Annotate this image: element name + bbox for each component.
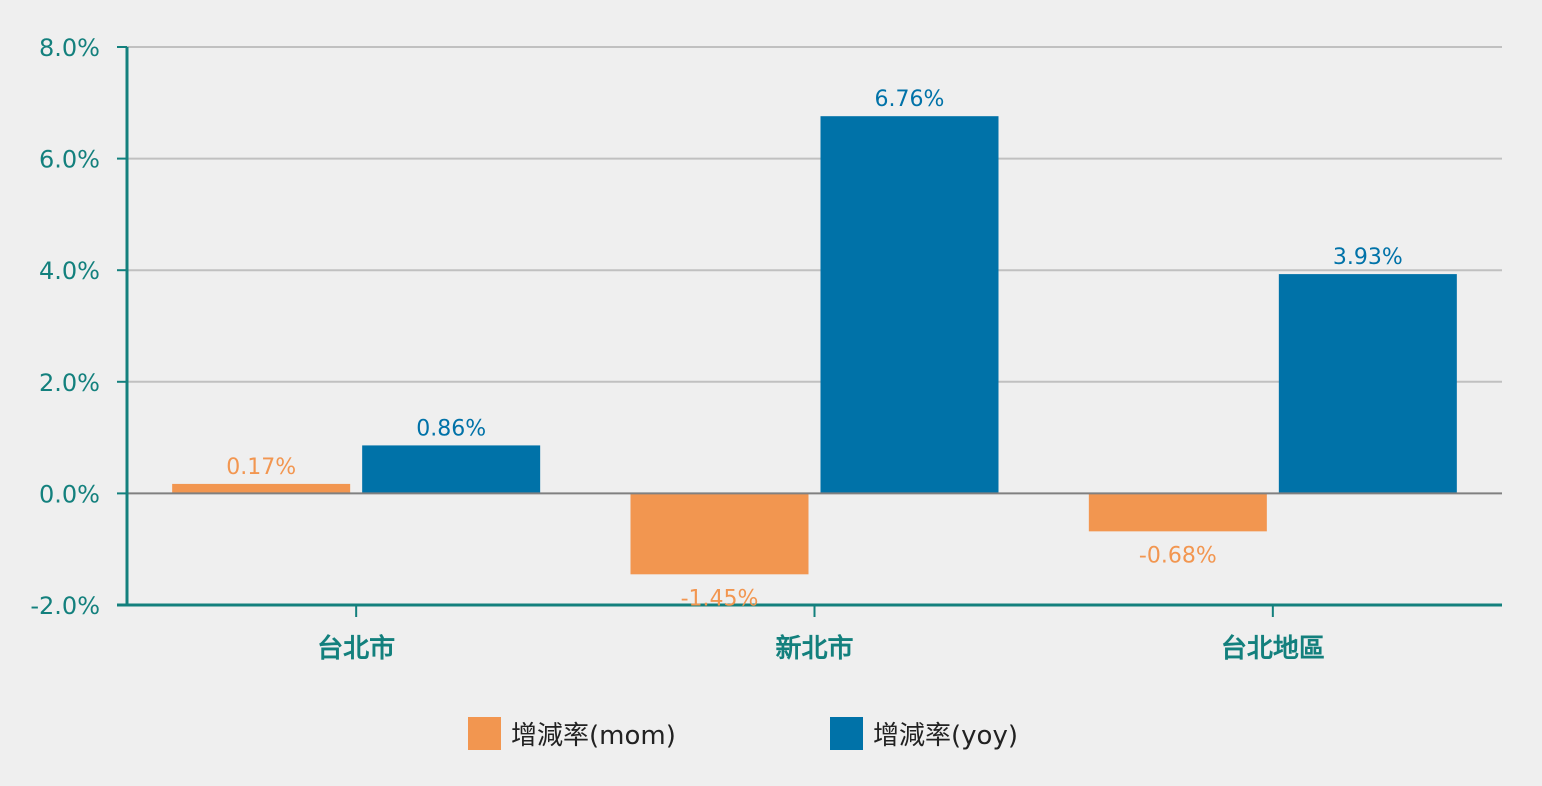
y-tick-label: 6.0% <box>39 146 100 174</box>
bars <box>172 116 1457 575</box>
data-label-mom: -1.45% <box>681 586 759 611</box>
y-tick-label: -2.0% <box>30 592 100 620</box>
data-label-mom: -0.68% <box>1139 543 1217 568</box>
y-tick-label: 8.0% <box>39 34 100 62</box>
x-axis-ticks: 台北市 新北市 台北地區 <box>317 605 1325 664</box>
bar-mom <box>1088 493 1267 532</box>
y-axis-ticks: -2.0% 0.0% 2.0% 4.0% 6.0% 8.0% <box>30 34 127 620</box>
x-category-label: 台北地區 <box>1221 633 1325 664</box>
legend-label-mom: 增減率(mom) <box>511 721 676 751</box>
bar-mom <box>172 483 351 494</box>
bar-yoy <box>1278 274 1457 494</box>
data-labels: 0.17% 0.86% -1.45% 6.76% -0.68% 3.93% <box>226 87 1403 611</box>
data-label-yoy: 6.76% <box>875 87 945 112</box>
legend-swatch-yoy <box>830 717 863 750</box>
legend: 增減率(mom) 增減率(yoy) <box>468 717 1018 751</box>
data-label-mom: 0.17% <box>226 455 296 480</box>
axes <box>117 47 1502 607</box>
bar-yoy <box>362 445 541 494</box>
x-category-label: 台北市 <box>317 633 395 664</box>
bar-mom <box>630 493 809 575</box>
legend-label-yoy: 增減率(yoy) <box>873 721 1018 751</box>
y-tick-label: 0.0% <box>39 480 100 508</box>
grid-lines <box>127 46 1502 383</box>
y-tick-label: 2.0% <box>39 369 100 397</box>
legend-swatch-mom <box>468 717 501 750</box>
bar-yoy <box>820 116 999 494</box>
x-category-label: 新北市 <box>775 633 853 664</box>
data-label-yoy: 3.93% <box>1333 245 1403 270</box>
y-tick-label: 4.0% <box>39 257 100 285</box>
data-label-yoy: 0.86% <box>416 416 486 441</box>
